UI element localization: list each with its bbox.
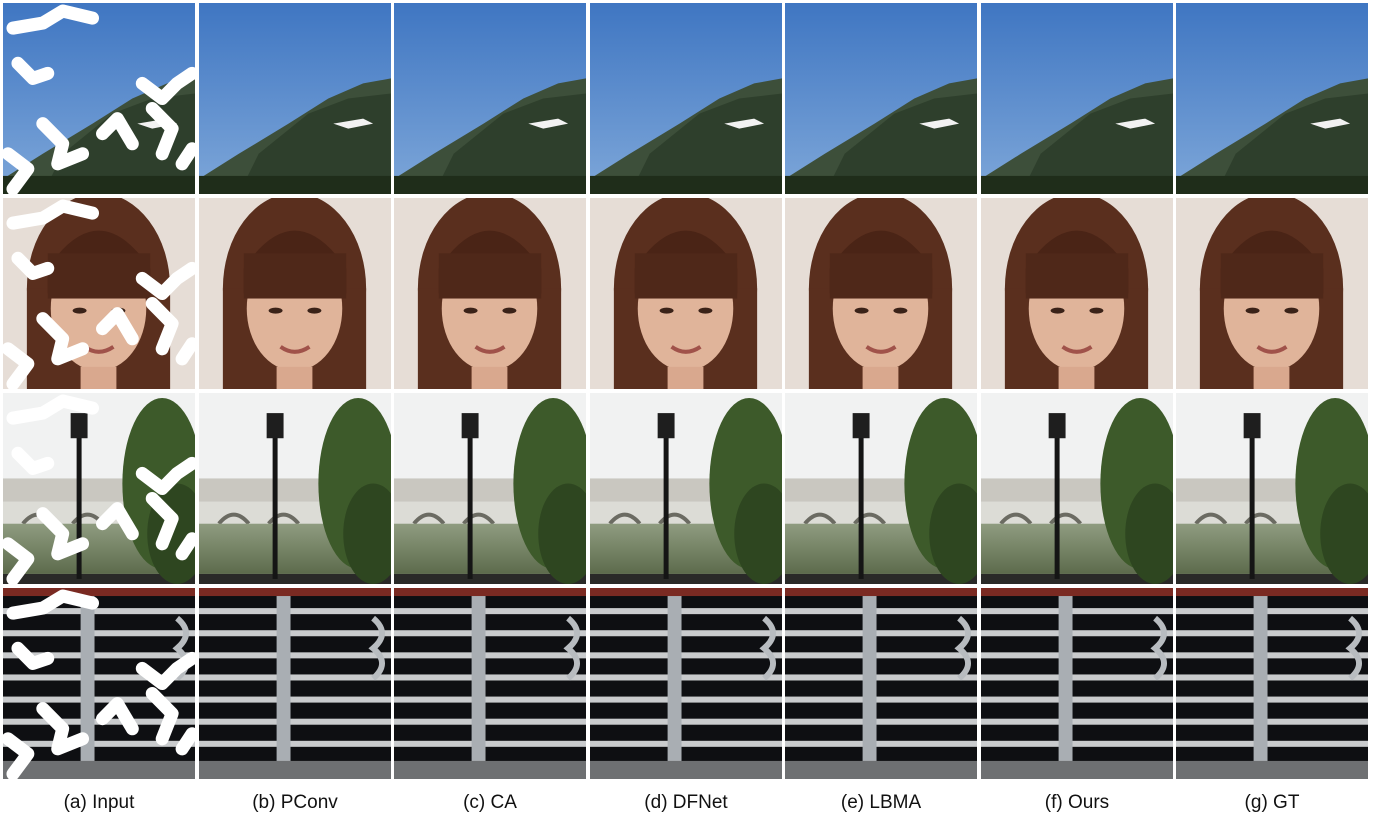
result-image [199, 193, 391, 389]
result-image [394, 193, 586, 389]
result-image [590, 588, 782, 779]
column-caption: (c) CA [463, 792, 517, 813]
result-image [199, 588, 391, 779]
figure: (a) Input (b) PConv (c) CA (d) DFNet (e) LBM… [0, 0, 1387, 819]
result-image [394, 588, 586, 779]
result-image [394, 393, 598, 584]
result-image [590, 193, 782, 389]
result-image [785, 588, 977, 779]
result-image [1176, 393, 1380, 584]
result-image [785, 393, 989, 584]
result-image [785, 193, 977, 389]
column-caption: (d) DFNet [644, 792, 728, 813]
result-image [981, 193, 1173, 389]
result-image [394, 3, 586, 194]
result-image [1176, 3, 1368, 194]
result-image [590, 3, 782, 194]
result-image [590, 393, 794, 584]
result-image [981, 393, 1185, 584]
result-image [199, 3, 391, 194]
result-image [981, 3, 1173, 194]
column-caption: (a) Input [64, 792, 135, 813]
column-caption: (e) LBMA [841, 792, 922, 813]
page: (a) Input (b) PConv (c) CA (d) DFNet (e) LBM… [0, 0, 1387, 819]
result-image [1176, 588, 1368, 779]
column-caption: (f) Ours [1045, 792, 1109, 813]
result-image [981, 588, 1173, 779]
column-caption: (b) PConv [252, 792, 338, 813]
result-image [1176, 193, 1368, 389]
result-image [199, 393, 403, 584]
result-image [785, 3, 977, 194]
column-caption: (g) GT [1245, 792, 1300, 813]
